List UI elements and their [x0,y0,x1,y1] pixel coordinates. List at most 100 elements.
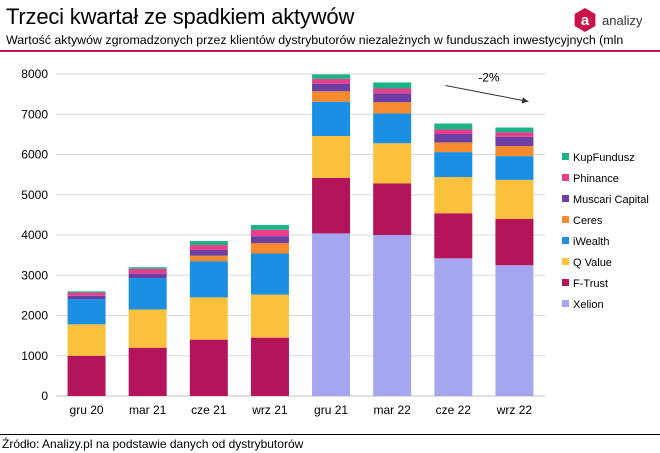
x-tick-label: mar 22 [374,403,412,417]
bar-segment [434,142,473,153]
bar-segment [434,129,473,134]
bar-segment [373,235,412,396]
bar-segment [495,218,534,266]
bar-segment [312,177,351,234]
legend-swatch [562,174,569,181]
chart-subtitle: Wartość aktywów zgromadzonych przez klie… [6,33,624,47]
bar-segment [128,273,167,279]
bar-segment [312,135,351,178]
bar-segment [189,261,228,298]
bar-segment [312,91,351,102]
y-tick-label: 6000 [21,148,48,162]
bar-segment [250,243,289,254]
x-tick-label: gru 21 [314,403,348,417]
bar-segment [189,249,228,256]
bar-segment [128,268,167,274]
legend-swatch [562,258,569,265]
bar-segment [67,298,106,325]
x-tick-label: cze 21 [191,403,227,417]
legend-swatch [562,300,569,307]
legend-label: F-Trust [573,278,608,290]
bar-segment [250,253,289,295]
bar-segment [373,113,412,144]
legend-label: Xelion [573,299,604,311]
bar-segment [128,309,167,348]
x-tick-label: wrz 21 [251,403,288,417]
logo-text: analizy [602,12,643,28]
bar-segment [312,233,351,396]
bar-segment [312,101,351,136]
bar-segment [495,179,534,219]
bar-segment [495,265,534,396]
x-tick-label: gru 20 [70,403,104,417]
y-tick-label: 2000 [21,309,48,323]
bar-segment [189,297,228,340]
bar-segment [67,292,106,296]
source-note: Źródło: Analizy.pl na podstawie danych o… [2,437,304,451]
annotation-arrowhead [521,97,529,104]
legend-swatch [562,153,569,160]
bar-segment [189,245,228,250]
bar-segment [189,241,228,246]
bar-segment [434,258,473,396]
bar-segment [128,267,167,269]
x-tick-label: mar 21 [129,403,167,417]
bar-segment [67,295,106,299]
bar-segment [67,355,106,396]
bar-segment [434,177,473,214]
bar-segment [495,156,534,180]
bar-segment [373,102,412,114]
legend-swatch [562,195,569,202]
bar-segment [250,224,289,230]
bar-segment [373,183,412,235]
y-tick-label: 5000 [21,188,48,202]
y-tick-label: 3000 [21,268,48,282]
bar-segment [189,339,228,396]
chart-title: Trzeci kwartał ze spadkiem aktywów [6,4,355,29]
bar-segment [373,93,412,103]
bar-segment [434,123,473,130]
logo-mark-letter: a [581,12,590,29]
legend-label: Phinance [573,173,619,185]
brand-logo: a analizy [572,7,642,33]
legend-swatch [562,216,569,223]
bar-segment [312,83,351,92]
legend-label: Q Value [573,257,612,269]
bar-segment [250,236,289,244]
bar-segment [312,78,351,84]
bar-segment [128,278,167,310]
bar-segment [373,143,412,184]
bar-segment [495,132,534,137]
bar-segment [128,347,167,396]
bar-segment [373,82,412,89]
legend-label: iWealth [573,236,609,248]
bar-segment [67,324,106,356]
bar-segment [495,146,534,157]
analizy-logo-icon: a [574,8,596,32]
bar-segment [373,88,412,94]
y-tick-label: 8000 [21,67,48,81]
annotation-label: -2% [478,71,500,85]
y-tick-label: 4000 [21,228,48,242]
bar-segment [250,337,289,396]
legend-label: KupFundusz [573,152,635,164]
y-tick-label: 1000 [21,349,48,363]
bar-segment [434,213,473,259]
x-tick-label: wrz 22 [496,403,533,417]
bar-segment [189,255,228,262]
source-divider [0,434,660,435]
legend-swatch [562,279,569,286]
x-tick-label: cze 22 [436,403,472,417]
y-tick-label: 7000 [21,107,48,121]
annotation-arrow [445,85,529,103]
bar-segment [312,74,351,79]
stacked-bar-chart: 0 1000 2000 3000 4000 5000 6000 7000 8000 gru 20 m… [21,67,649,417]
bar-segment [67,291,106,293]
bar-segment [250,229,289,237]
legend-swatch [562,237,569,244]
bar-segment [434,152,473,178]
title-divider [0,50,660,52]
bar-segment [495,127,534,133]
bar-segment [495,136,534,147]
legend-label: Muscari Capital [573,194,649,206]
